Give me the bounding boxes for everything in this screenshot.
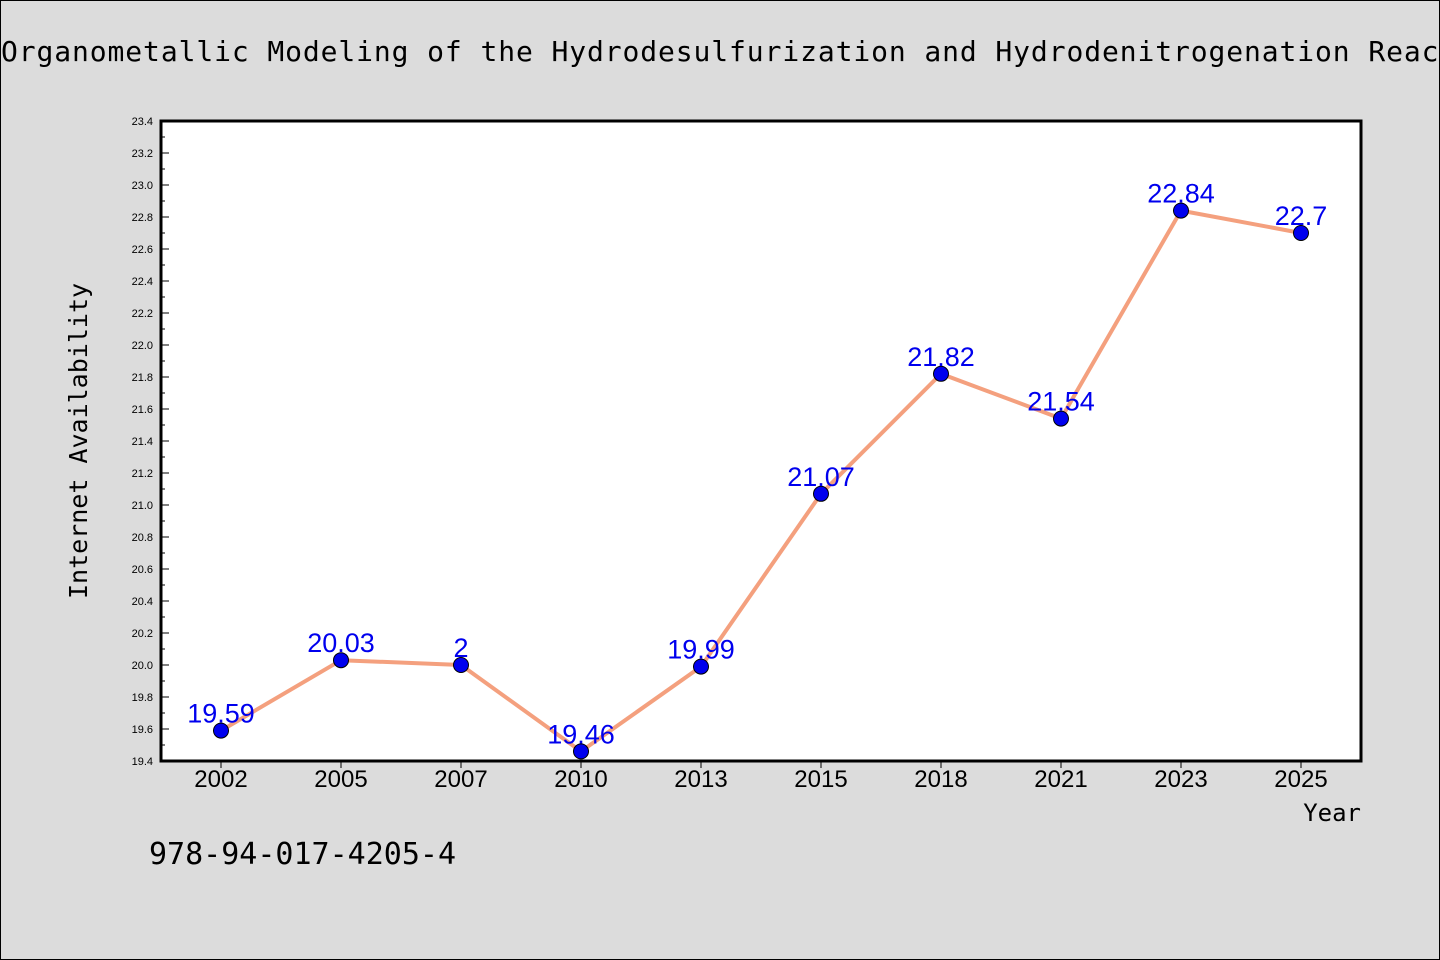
y-tick-label: 22.8: [132, 212, 153, 224]
isbn-label: 978-94-017-4205-4: [149, 837, 457, 872]
x-tick-label: 2021: [1034, 766, 1087, 793]
data-point: [1053, 410, 1069, 427]
plot-area: [159, 119, 1363, 763]
x-tick-label: 2018: [914, 766, 967, 793]
data-point: [333, 652, 349, 669]
data-point: [453, 657, 469, 673]
data-labels: 19.59 20.03 2 19.46 19.99 21.07 21.82 21.54 22.8…: [187, 179, 1327, 750]
y-tick-label: 20.8: [132, 532, 153, 544]
y-tick-label: 23.2: [132, 148, 153, 160]
y-tick-label: 20.0: [132, 660, 153, 672]
data-point: [1293, 225, 1309, 241]
data-point: [693, 658, 709, 675]
series: [213, 202, 1309, 760]
data-label: 20.03: [307, 628, 375, 658]
data-label: 21.54: [1027, 387, 1095, 417]
data-point: [933, 365, 949, 382]
x-tick-label: 2023: [1154, 766, 1207, 793]
data-label: 19.46: [547, 719, 615, 749]
y-tick-label: 21.6: [132, 404, 153, 416]
x-tick-label: 2005: [314, 766, 367, 793]
data-label: 19.59: [187, 699, 255, 729]
y-tick-label: 21.8: [132, 372, 153, 384]
y-tick-label: 19.8: [132, 692, 153, 704]
data-point: [573, 743, 589, 760]
y-tick-label: 23.4: [132, 116, 153, 128]
y-tick-label: 22.2: [132, 308, 153, 320]
y-tick-label: 20.4: [132, 596, 153, 608]
y-tick-label: 21.4: [132, 436, 153, 448]
x-tick-label: 2013: [674, 766, 727, 793]
data-label: 22.7: [1275, 201, 1328, 231]
x-tick-label: 2002: [194, 766, 247, 793]
y-tick-label: 21.2: [132, 468, 153, 480]
y-tick-label: 19.4: [132, 756, 153, 768]
y-tick-label: 23.0: [132, 180, 153, 192]
y-tick-label: 22.6: [132, 244, 153, 256]
data-label: 19.99: [667, 635, 735, 665]
data-label: 21.07: [787, 462, 855, 492]
data-point: [213, 722, 229, 739]
x-tick-label: 2010: [554, 766, 607, 793]
data-label: 22.84: [1147, 179, 1215, 209]
x-tick-label: 2015: [794, 766, 847, 793]
y-axis: 19.4 19.6 19.8 20.0 20.2 20.4 20.6 20.8 21.0 21.2…: [132, 116, 169, 768]
data-label: 21.82: [907, 342, 975, 372]
y-tick-label: 19.6: [132, 724, 153, 736]
x-tick-label: 2007: [434, 766, 487, 793]
data-label: 2: [453, 633, 468, 663]
y-tick-label: 21.0: [132, 500, 153, 512]
y-tick-label: 20.2: [132, 628, 153, 640]
x-tick-label: 2025: [1274, 766, 1327, 793]
y-tick-label: 22.0: [132, 340, 153, 352]
x-axis: 2002 2005 2007 2010 2013 2015 2018 2021 2023 2025: [194, 761, 1328, 793]
y-tick-label: 22.4: [132, 276, 153, 288]
y-tick-label: 20.6: [132, 564, 153, 576]
chart-title: Organometallic Modeling of the Hydrodesu…: [1, 35, 1440, 68]
series-line: [219, 208, 1303, 754]
data-point: [813, 485, 829, 502]
y-axis-label: Internet Availability: [64, 283, 93, 599]
data-point: [1173, 202, 1189, 219]
x-axis-label: Year: [1303, 799, 1361, 827]
